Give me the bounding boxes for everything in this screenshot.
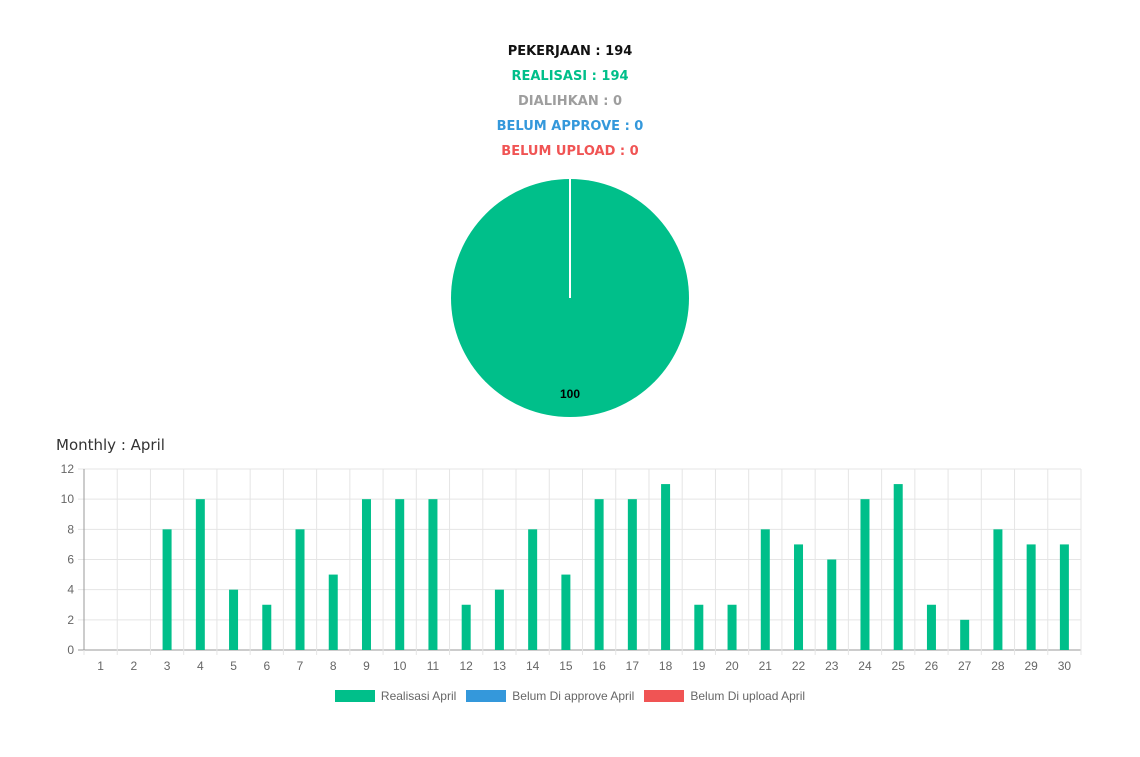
x-tick-label: 17 — [626, 659, 640, 673]
x-tick-label: 27 — [958, 659, 972, 673]
bar-realisasi-april-4[interactable] — [195, 499, 205, 650]
x-tick-label: 24 — [858, 659, 872, 673]
x-tick-label: 13 — [493, 659, 507, 673]
bar-realisasi-april-24[interactable] — [860, 499, 870, 650]
pie-data-label: 100 — [560, 387, 580, 401]
x-tick-label: 25 — [892, 659, 906, 673]
x-tick-label: 6 — [263, 659, 270, 673]
bar-chart-title: Monthly : April — [56, 436, 165, 454]
x-tick-label: 2 — [131, 659, 138, 673]
bar-realisasi-april-18[interactable] — [661, 484, 671, 650]
legend-label: Belum Di upload April — [690, 689, 806, 703]
bar-realisasi-april-11[interactable] — [428, 499, 438, 650]
legend-swatch — [334, 690, 375, 702]
bar-realisasi-april-23[interactable] — [827, 559, 837, 651]
y-tick-label: 10 — [61, 492, 75, 506]
x-tick-label: 22 — [792, 659, 806, 673]
x-tick-label: 26 — [925, 659, 939, 673]
bar-realisasi-april-12[interactable] — [461, 604, 471, 650]
bar-realisasi-april-22[interactable] — [794, 544, 804, 650]
pekerjaan-total: PEKERJAAN : 194 — [507, 44, 633, 59]
bar-realisasi-april-26[interactable] — [926, 604, 936, 650]
bar-realisasi-april-17[interactable] — [627, 499, 637, 650]
bar-realisasi-april-25[interactable] — [893, 484, 903, 650]
belum-upload-total: BELUM UPLOAD : 0 — [501, 144, 639, 159]
bar-realisasi-april-20[interactable] — [727, 604, 737, 650]
x-tick-label: 10 — [393, 659, 407, 673]
bar-realisasi-april-16[interactable] — [594, 499, 604, 650]
y-tick-label: 2 — [67, 613, 74, 627]
x-tick-label: 5 — [230, 659, 237, 673]
legend-label: Belum Di approve April — [512, 689, 635, 703]
legend-item[interactable]: Realisasi April — [334, 689, 457, 703]
x-tick-label: 14 — [526, 659, 540, 673]
legend-label: Realisasi April — [380, 689, 457, 703]
bar-realisasi-april-5[interactable] — [229, 589, 239, 650]
x-tick-label: 23 — [825, 659, 839, 673]
bar-realisasi-april-28[interactable] — [993, 529, 1003, 650]
realisasi-total: REALISASI : 194 — [511, 69, 629, 84]
x-tick-label: 29 — [1024, 659, 1038, 673]
bar-realisasi-april-19[interactable] — [694, 604, 704, 650]
bar-realisasi-april-27[interactable] — [960, 619, 970, 650]
x-tick-label: 28 — [991, 659, 1005, 673]
x-tick-label: 20 — [725, 659, 739, 673]
x-tick-label: 4 — [197, 659, 204, 673]
bar-realisasi-april-15[interactable] — [561, 574, 571, 650]
x-tick-label: 1 — [97, 659, 104, 673]
x-tick-label: 7 — [297, 659, 304, 673]
summary-panel: PEKERJAAN : 194 REALISASI : 194 DIALIHKA… — [0, 41, 1140, 166]
x-tick-label: 16 — [592, 659, 606, 673]
bar-legend: Realisasi April Belum Di approve April Bel… — [0, 689, 1140, 705]
x-tick-label: 8 — [330, 659, 337, 673]
bar-realisasi-april-14[interactable] — [528, 529, 538, 650]
bar-realisasi-april-9[interactable] — [361, 499, 371, 650]
bar-realisasi-april-29[interactable] — [1026, 544, 1036, 650]
bar-realisasi-april-3[interactable] — [162, 529, 172, 650]
bar-realisasi-april-30[interactable] — [1059, 544, 1069, 650]
belum-approve-total: BELUM APPROVE : 0 — [496, 119, 644, 134]
bar-realisasi-april-10[interactable] — [395, 499, 405, 650]
y-tick-label: 8 — [67, 522, 74, 536]
x-tick-label: 12 — [460, 659, 474, 673]
legend-item[interactable]: Belum Di upload April — [644, 689, 805, 703]
x-tick-label: 3 — [164, 659, 171, 673]
y-tick-label: 4 — [67, 583, 74, 597]
pie-chart: 100 — [451, 179, 689, 417]
legend-swatch — [466, 690, 507, 702]
x-tick-label: 21 — [759, 659, 773, 673]
bar-realisasi-april-6[interactable] — [262, 604, 272, 650]
legend-swatch — [644, 690, 685, 702]
dialihkan-total: DIALIHKAN : 0 — [518, 94, 622, 109]
x-tick-label: 18 — [659, 659, 673, 673]
bar-realisasi-april-8[interactable] — [328, 574, 338, 650]
bar-realisasi-april-7[interactable] — [295, 529, 305, 650]
x-tick-label: 30 — [1058, 659, 1072, 673]
y-tick-label: 6 — [67, 553, 74, 567]
x-tick-label: 15 — [559, 659, 573, 673]
y-tick-label: 12 — [61, 462, 75, 476]
bar-realisasi-april-13[interactable] — [494, 589, 504, 650]
bar-realisasi-april-21[interactable] — [760, 529, 770, 650]
x-tick-label: 11 — [427, 659, 440, 673]
x-tick-label: 9 — [363, 659, 370, 673]
x-tick-label: 19 — [692, 659, 706, 673]
legend-item[interactable]: Belum Di approve April — [466, 689, 634, 703]
y-tick-label: 0 — [67, 643, 74, 657]
